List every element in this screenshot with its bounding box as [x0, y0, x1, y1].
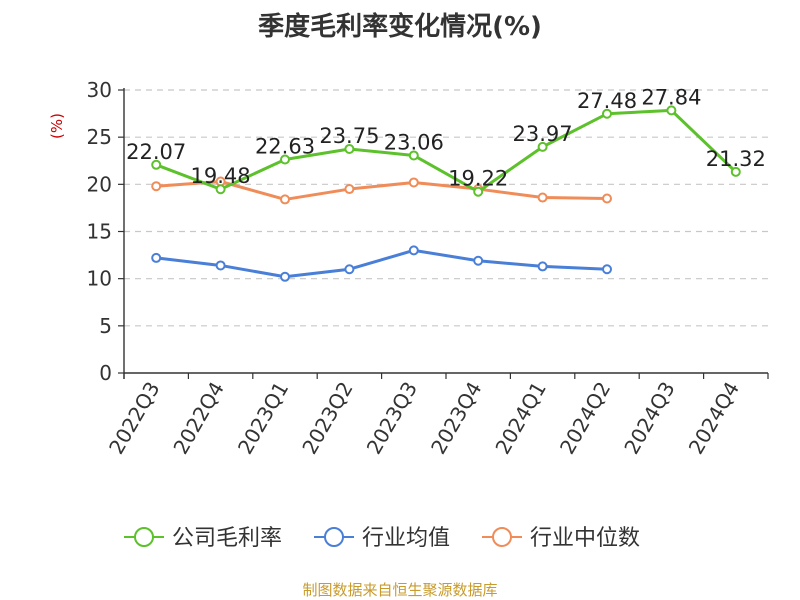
data-label: 19.48 [191, 164, 251, 188]
data-point[interactable] [473, 186, 484, 197]
data-label: 23.75 [319, 124, 379, 148]
data-point[interactable] [408, 177, 419, 188]
legend-item[interactable]: 行业中位数 [482, 526, 640, 551]
grid-lines [124, 89, 768, 327]
data-point[interactable] [280, 271, 290, 282]
y-tick-label: 25 [87, 125, 112, 149]
legend-label: 行业中位数 [530, 526, 640, 551]
legend[interactable]: 公司毛利率 行业均值 行业中位数 [124, 526, 640, 551]
legend-item[interactable]: 行业均值 [314, 526, 450, 551]
y-tick-label: 10 [87, 267, 112, 291]
data-label: 27.48 [577, 89, 637, 113]
data-label: 23.97 [513, 122, 573, 146]
legend-marker [134, 527, 154, 547]
data-label: 21.32 [706, 147, 766, 171]
y-axis-label: (%) [48, 113, 66, 139]
data-point[interactable] [408, 245, 419, 256]
data-point[interactable] [280, 194, 290, 205]
legend-item[interactable]: 公司毛利率 [124, 526, 282, 551]
data-point[interactable] [151, 252, 162, 263]
legend-marker [324, 527, 344, 547]
data-label: 22.07 [126, 140, 186, 164]
data-point[interactable] [215, 260, 226, 271]
x-tick-label: 2024Q3 [619, 378, 679, 459]
x-tick-label: 2022Q3 [104, 378, 164, 459]
y-tick-label: 15 [87, 220, 112, 244]
data-label: 19.22 [448, 167, 508, 191]
series-layer [151, 105, 741, 282]
legend-label: 行业均值 [362, 526, 450, 551]
data-point[interactable] [473, 255, 484, 266]
y-tick-label: 20 [87, 172, 112, 196]
data-point[interactable] [344, 184, 355, 195]
x-tick-label: 2024Q1 [490, 378, 550, 459]
data-point[interactable] [344, 264, 355, 275]
data-point[interactable] [602, 193, 612, 204]
data-point[interactable] [408, 150, 419, 161]
chart-title: 季度毛利率变化情况(%) [258, 12, 542, 42]
series-line [155, 108, 737, 194]
legend-marker [492, 527, 512, 547]
x-tick-label: 2023Q2 [297, 378, 357, 459]
series-line [156, 248, 608, 279]
x-tick-label: 2023Q4 [426, 378, 486, 459]
data-point[interactable] [666, 105, 677, 116]
data-point[interactable] [537, 141, 548, 152]
y-tick-label: 0 [99, 361, 112, 385]
x-tick-label: 2024Q2 [555, 378, 615, 459]
data-point[interactable] [344, 143, 355, 154]
data-point[interactable] [151, 181, 162, 192]
legend-label: 公司毛利率 [172, 526, 282, 551]
source-note: 制图数据来自恒生聚源数据库 [302, 581, 498, 599]
data-point[interactable] [537, 261, 548, 272]
data-point[interactable] [537, 192, 548, 203]
y-tick-label: 30 [87, 78, 112, 102]
data-label: 22.63 [255, 135, 315, 159]
x-tick-label: 2023Q3 [362, 378, 422, 459]
x-tick-label: 2024Q4 [684, 378, 744, 459]
y-tick-label: 5 [99, 314, 112, 338]
data-point[interactable] [602, 264, 612, 275]
data-point[interactable] [730, 166, 741, 177]
data-label: 23.06 [384, 130, 444, 154]
x-tick-label: 2022Q4 [168, 378, 228, 459]
x-tick-label: 2023Q1 [233, 378, 293, 459]
data-label: 27.84 [641, 85, 701, 109]
data-point[interactable] [215, 184, 226, 195]
data-point[interactable] [602, 108, 612, 119]
data-point[interactable] [280, 154, 290, 165]
data-point[interactable] [151, 159, 162, 170]
